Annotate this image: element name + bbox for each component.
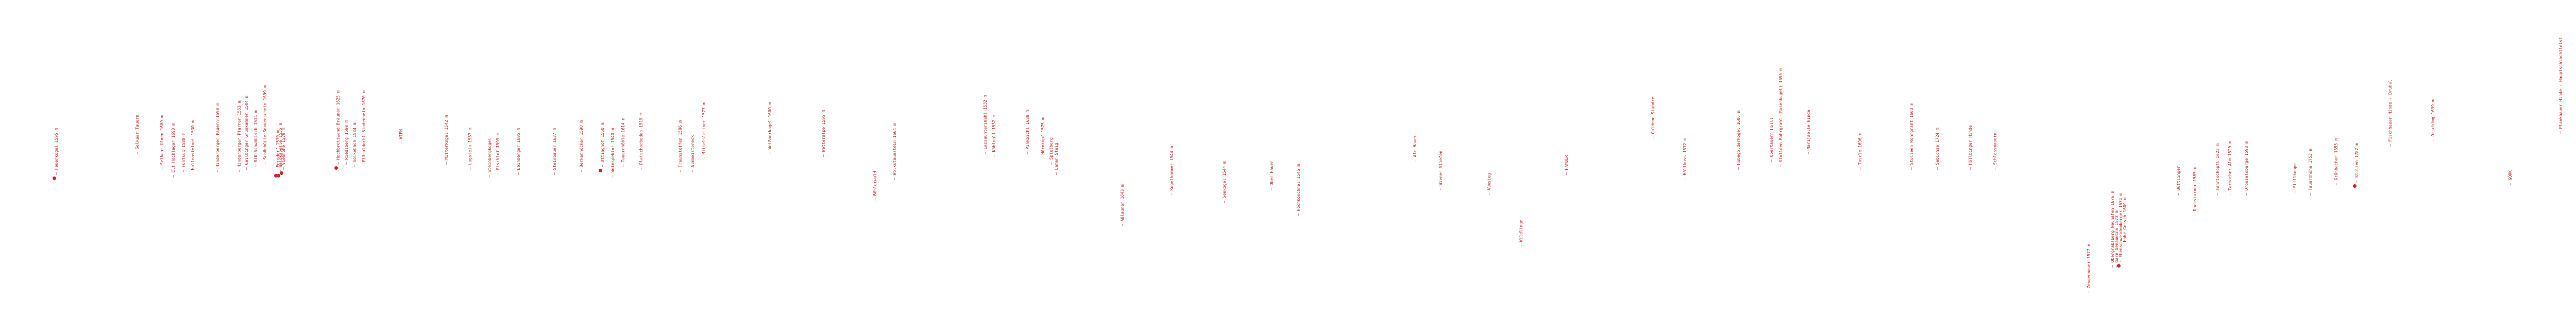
place-label-berkenhocker-1598-m: — Berkenhöcker 1598 m bbox=[579, 120, 584, 172]
place-label-solkebach-1584-m: — Sölkebach 1584 m bbox=[352, 122, 357, 167]
place-marker-icon[interactable] bbox=[277, 174, 280, 178]
place-label-zeugenmauer-1577-m: — Zeugenmauer 1577 m bbox=[2087, 243, 2091, 293]
place-label-hollensteinet-1530-m: — Hollensteinet 1530 m bbox=[191, 120, 195, 175]
place-marker-icon[interactable] bbox=[53, 176, 56, 180]
place-label-plankhauer-hinde-hauptschlachtleist: — Plankhauer Hinde - Hauptschlachtleist bbox=[2558, 37, 2563, 134]
place-label-buttlinger: — Büttlinger bbox=[2176, 166, 2181, 196]
place-label-kogelkammer-1544-m: — Kogelkammer 1544 m bbox=[1170, 146, 1174, 196]
place-label-schlossmauern: — Schlossmauern bbox=[1993, 132, 1997, 170]
place-label-drosselsberge-1598-m: — Drosselsberge 1598 m bbox=[2244, 141, 2249, 196]
place-marker-icon[interactable] bbox=[280, 171, 283, 175]
place-label-fischhauer-hinde-druhal: — Fischhauer Hinde - Druhal bbox=[2388, 79, 2393, 147]
place-label-feuerkogel-1595-m: — Feuerkogel 1595 m bbox=[54, 128, 59, 175]
place-marker-icon[interactable] bbox=[2353, 184, 2357, 188]
place-label-selkaar-ulmen-1600-m: — Selkaar Ulmen 1600 m bbox=[160, 115, 164, 170]
place-label-stillkoppe: — Stillkoppe bbox=[2293, 163, 2297, 193]
place-label-tauernhohe-1753-m: — Tauernhöhe 1753 m bbox=[2308, 148, 2313, 196]
place-label-mittelsleitner-1577-m: — Mittelsleitner 1577 m bbox=[702, 102, 706, 160]
place-label-spielberg: — Spielberg bbox=[1049, 137, 1054, 165]
place-label-hubegolderkogel-1606-m: — Hubegolderkogel 1606 m bbox=[1736, 110, 1741, 170]
place-label-fischlof-1599-m: — Fischlof 1599 m bbox=[496, 133, 500, 175]
place-label-bohlerwald: — Böhlerwald bbox=[873, 171, 877, 201]
place-label-weissnerkogel-1600-m: — Weißnerkogel 1600 m bbox=[768, 102, 772, 154]
place-marker-icon[interactable] bbox=[599, 169, 602, 172]
place-label-schonhutte-sonnenschein-1699-m: — Schönhütte Sonnenschein 1699 m bbox=[263, 85, 267, 165]
place-label-hornkopf-1575-m: — Hörnkopf 1575 m bbox=[1041, 117, 1045, 160]
place-label-obertauern-holll: — Obertauern Hölll bbox=[1769, 117, 1774, 162]
place-label-hinderberger-pauern-1690-m: — Hinderberger Pauern 1690 m bbox=[215, 103, 220, 172]
place-marker-icon[interactable] bbox=[334, 166, 338, 170]
place-label-platschorboden-1519-m: — Platschorboden 1519 m bbox=[639, 113, 643, 170]
place-label-lugstein-1557-m: — Lugstein 1557 m bbox=[468, 128, 472, 170]
place-label-kohlnall-1532-m: — Köhlnall 1532 m bbox=[992, 115, 996, 157]
place-label-beinberger-1605-m: — Beinberger 1605 m bbox=[516, 128, 521, 175]
place-label-steinbergkogel: — Steinbergkogel bbox=[487, 137, 492, 178]
place-label-hochbrettwand-brauner-1625-m: — Hochbrettwand Bräuner 1625 m bbox=[336, 90, 341, 165]
place-label-stolleen-rohrgraht-rosenkugel-1695-m: — Stolleen Rohrgraht (Rosenkugel) 1695 m bbox=[1778, 68, 1783, 167]
place-label-tarmacher-alm-1520-m: — Tarmacher Alm 1520 m bbox=[2228, 141, 2232, 196]
place-label-steinbauer-1637-m: — Steinbauer 1637 m bbox=[552, 128, 557, 175]
place-label-geilbinger-grunkammer-1504-m: — Geilbinger Grünkammer 1504 m bbox=[244, 95, 249, 170]
place-label-fahrtschopfl-1623-m: — Fahrtschopfl 1623 m bbox=[2215, 143, 2220, 196]
place-label-hinderberger-pfarrer-1553-m: — Hinderberger Pfarrer 1553 m bbox=[237, 100, 242, 172]
place-marker-icon[interactable] bbox=[274, 174, 278, 178]
place-label-wolkstaunstein-1664-m: — Wolkstaunstein 1664 m bbox=[892, 123, 897, 180]
place-label-almmeistoreck: — Almmeistoreck bbox=[690, 135, 695, 172]
place-label-grunbacher-1655-m: — Grünbacher 1655 m bbox=[2334, 138, 2338, 185]
place-label-wiener-stiefen: — Wiener Stiefen bbox=[1438, 150, 1443, 190]
place-label-funfsuss-1588-m: — Fünfsüß 1588 m bbox=[181, 132, 186, 172]
place-label-orschimg-1699-m: — Orschimg 1699 m bbox=[2431, 99, 2435, 141]
place-label-hollkuss-1572-m: — Höllkuss 1572 m bbox=[1683, 138, 1687, 180]
place-label-dachsturner-1565-m: — Dachsturner 1565 m bbox=[2193, 166, 2197, 216]
place-label-hollbinger-hinde: — Höllbinger Hinde bbox=[1968, 125, 1973, 170]
place-label-riedlberg-1590-m: — Riedlberg 1590 m bbox=[344, 120, 349, 165]
place-label-marijaelle-hinde: — Marijaelle Hinde bbox=[1806, 110, 1811, 154]
place-label-lamer-steig: — Lamer Steig bbox=[1054, 143, 1059, 175]
place-label-riss-schwabisch-1514-m: — Riß-Schwäbisch 1514 m bbox=[253, 110, 258, 167]
place-label-stulzen-1782-m: — Stulzen 1782 m bbox=[2354, 143, 2359, 183]
place-label-ottinghof-1560-m: — Ottinghof 1560 m bbox=[600, 122, 605, 167]
place-label-wildlinge: — Wildlinge bbox=[1519, 220, 1523, 247]
place-label-traunstoffen-1586-m: — Traunstoffen 1586 m bbox=[678, 120, 683, 172]
place-label-alm-hauer: — Alm Hauer bbox=[1413, 135, 1417, 162]
place-label-mitterkogel-1542-m: — Mitterkogel 1542 m bbox=[444, 115, 449, 165]
place-label-goldene-standre: — Goldene Standre bbox=[1651, 97, 1655, 139]
place-label-hochkoschnel-1546-m: — Hochkoschnel 1546 m bbox=[1296, 164, 1301, 216]
place-label-viehhohe-1579-m: — Viehhöhe 1579 m bbox=[281, 128, 286, 170]
place-label-almsteg: — Almsteg bbox=[1487, 173, 1492, 196]
place-label-seekogel-1544-m: — Seekogel 1544 m bbox=[1222, 161, 1227, 203]
place-label-selkaar-tauern: — Selkaar Tauern bbox=[135, 114, 140, 154]
place-label-gork: — GÖRK bbox=[2508, 170, 2513, 185]
place-label-flacaldorbl-bindenheim-1670-m: — Fläcaldorbl Bindenheim 1670 m bbox=[362, 90, 366, 167]
place-label-weinspektor-1540-m: — Weinspektor 1540 m bbox=[611, 128, 615, 178]
place-label-pinkbichl-1688-m: — Pinkbichl 1688 m bbox=[1025, 110, 1030, 154]
place-label-wien: — WIEN bbox=[399, 129, 403, 144]
place-label-wetteralpe-1595-m: — Wetteralpe 1595 m bbox=[821, 110, 826, 157]
place-label-asslauner-1643-m: — Aßlauner 1643 m bbox=[1120, 184, 1125, 226]
place-label-hohe-gessch-1609-m: — Hohe Gessch 1609 m bbox=[2123, 197, 2127, 247]
place-label-sebichse-1724-m: — Sebichse 1724 m bbox=[1935, 128, 1940, 170]
place-label-tauernhohle-1614-m: — Tauernhöhle 1614 m bbox=[621, 117, 625, 167]
place-label-hamber: — HAMBER bbox=[1564, 155, 1569, 175]
place-marker-icon[interactable] bbox=[2117, 264, 2121, 268]
place-label-stolleen-rohrgraht-1603-m: — Stolleen Rohrgraht 1603 m bbox=[1909, 102, 1914, 170]
place-label-tuscle-1696-m: — Tuscle 1696 m bbox=[1858, 132, 1862, 170]
place-label-lassauntersmahl-1532-m: — Lassauntersmahl 1532 m bbox=[983, 95, 988, 154]
place-label-ober-hauer: — Ober Hauer bbox=[1269, 161, 1274, 190]
place-label-elt-hochlager-1690-m: — Elt Hochlager 1690 m bbox=[171, 123, 176, 178]
